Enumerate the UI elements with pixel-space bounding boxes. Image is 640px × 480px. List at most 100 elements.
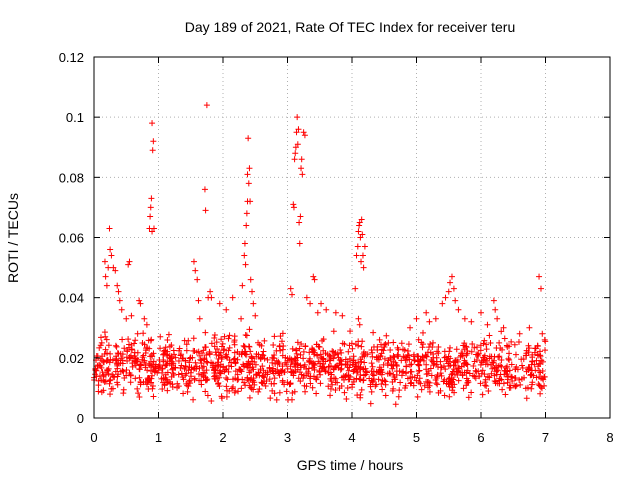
data-point <box>501 335 508 342</box>
data-point <box>487 340 494 347</box>
data-point <box>114 381 121 388</box>
data-point <box>506 367 513 374</box>
data-point <box>294 339 301 346</box>
data-point <box>162 347 169 354</box>
data-point <box>345 367 352 374</box>
data-point <box>261 374 268 381</box>
data-point <box>532 345 539 352</box>
data-point <box>537 285 544 292</box>
data-point <box>383 332 390 339</box>
data-point <box>437 370 444 377</box>
data-point <box>190 396 197 403</box>
data-point <box>134 330 141 337</box>
data-point <box>452 358 459 365</box>
data-point <box>373 381 380 388</box>
x-tick-labels: 0 1 2 3 4 5 6 7 8 <box>90 430 613 445</box>
data-point <box>180 390 187 397</box>
data-point <box>516 376 523 383</box>
data-point <box>95 388 102 395</box>
x-tick-label: 8 <box>606 430 613 445</box>
data-point <box>103 358 110 365</box>
data-point <box>362 368 369 375</box>
data-point <box>474 344 481 351</box>
data-point <box>185 383 192 390</box>
data-point <box>320 347 327 354</box>
data-point <box>216 300 223 307</box>
data-point <box>103 282 110 289</box>
data-point <box>243 222 250 229</box>
data-point <box>162 371 169 378</box>
data-point <box>260 367 267 374</box>
data-point <box>460 360 467 367</box>
data-point <box>123 366 130 373</box>
data-point <box>358 258 365 265</box>
data-point <box>256 341 263 348</box>
data-point <box>434 371 441 378</box>
data-point <box>194 276 201 283</box>
data-point <box>345 376 352 383</box>
data-point <box>177 352 184 359</box>
data-point <box>327 392 334 399</box>
data-point <box>310 364 317 371</box>
data-point <box>225 347 232 354</box>
data-point <box>235 376 242 383</box>
data-point <box>332 379 339 386</box>
data-point <box>142 350 149 357</box>
data-point <box>287 380 294 387</box>
data-point <box>121 375 128 381</box>
data-point <box>236 366 243 373</box>
data-point <box>538 357 545 364</box>
data-point <box>203 102 210 109</box>
data-point <box>106 380 113 387</box>
data-point <box>294 114 301 121</box>
data-point <box>226 344 233 351</box>
data-point <box>450 285 457 292</box>
data-point <box>240 361 247 368</box>
data-point <box>277 333 284 340</box>
data-point <box>374 347 381 354</box>
data-point <box>300 348 307 355</box>
data-point <box>373 368 380 375</box>
data-point <box>115 288 122 295</box>
data-point <box>144 367 151 374</box>
data-point <box>416 361 423 368</box>
x-axis-label: GPS time / hours <box>297 457 404 473</box>
data-point <box>309 384 316 391</box>
data-point <box>291 388 298 395</box>
data-point <box>221 333 228 340</box>
data-point <box>246 382 253 389</box>
data-point <box>309 348 316 355</box>
data-point <box>488 370 495 377</box>
data-point <box>121 345 128 352</box>
data-point <box>275 369 282 376</box>
data-point <box>157 345 164 352</box>
data-point <box>350 376 357 383</box>
data-point <box>327 375 334 382</box>
data-point <box>163 351 170 358</box>
data-point <box>484 361 491 368</box>
data-point <box>396 368 403 375</box>
data-point <box>480 340 487 347</box>
data-point <box>446 393 453 400</box>
data-point <box>468 348 475 355</box>
data-point <box>104 357 111 364</box>
data-point <box>429 339 436 346</box>
data-point <box>164 387 171 394</box>
data-point <box>387 347 394 354</box>
data-point <box>506 384 513 391</box>
data-point <box>293 361 300 368</box>
data-point <box>313 390 320 397</box>
data-point <box>127 372 134 379</box>
data-point <box>493 344 500 351</box>
data-point <box>149 120 156 127</box>
data-point <box>298 156 305 163</box>
y-tick-label: 0.02 <box>59 351 84 366</box>
data-point <box>528 372 535 379</box>
data-point <box>475 368 482 375</box>
data-point <box>425 368 432 375</box>
data-point <box>498 356 505 363</box>
data-point <box>390 339 397 346</box>
data-point <box>117 368 124 375</box>
x-tick-label: 5 <box>413 430 420 445</box>
